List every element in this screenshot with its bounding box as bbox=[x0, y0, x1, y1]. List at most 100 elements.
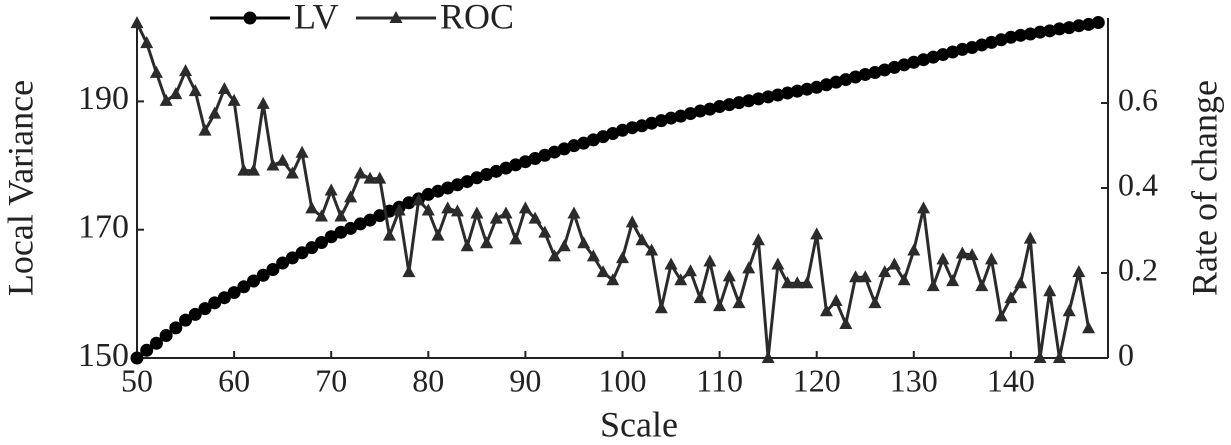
y-tick-label: 190 bbox=[78, 80, 129, 117]
triangle-marker bbox=[858, 270, 872, 283]
triangle-marker bbox=[771, 257, 785, 270]
triangle-marker bbox=[389, 11, 403, 23]
triangle-marker bbox=[499, 206, 513, 219]
triangle-marker bbox=[470, 206, 484, 219]
triangle-marker bbox=[751, 233, 765, 246]
triangle-marker bbox=[577, 236, 591, 249]
y2-tick-label: 0.4 bbox=[1118, 166, 1158, 202]
circle-marker bbox=[363, 213, 377, 227]
triangle-marker bbox=[722, 269, 736, 282]
x-tick-label: 130 bbox=[890, 362, 938, 398]
circle-marker bbox=[722, 98, 736, 112]
triangle-marker bbox=[140, 36, 154, 49]
circle-marker bbox=[1072, 19, 1086, 33]
circle-marker bbox=[227, 286, 241, 300]
circle-marker bbox=[1052, 22, 1066, 36]
triangle-marker bbox=[402, 265, 416, 278]
circle-marker bbox=[713, 100, 727, 114]
triangle-marker bbox=[256, 96, 270, 109]
triangle-marker bbox=[742, 261, 756, 274]
triangle-marker bbox=[227, 93, 241, 106]
triangle-marker bbox=[237, 163, 251, 176]
triangle-marker bbox=[450, 204, 464, 217]
triangle-marker bbox=[159, 93, 173, 106]
y-tick-label: 150 bbox=[78, 337, 129, 374]
circle-marker bbox=[208, 296, 222, 310]
circle-marker bbox=[159, 329, 173, 343]
triangle-marker bbox=[674, 273, 688, 286]
triangle-marker bbox=[548, 249, 562, 262]
circle-marker bbox=[664, 111, 678, 125]
triangle-marker bbox=[557, 239, 571, 252]
triangle-marker bbox=[829, 294, 843, 307]
triangle-marker bbox=[276, 153, 290, 166]
triangle-marker bbox=[1072, 265, 1086, 278]
circle-marker bbox=[1014, 28, 1028, 42]
triangle-marker bbox=[149, 65, 163, 78]
circle-marker bbox=[314, 236, 328, 250]
triangle-marker bbox=[664, 257, 678, 270]
triangle-marker bbox=[897, 273, 911, 286]
triangle-marker bbox=[431, 228, 445, 241]
circle-marker bbox=[169, 321, 183, 335]
triangle-marker bbox=[334, 209, 348, 222]
triangle-marker bbox=[1004, 291, 1018, 304]
x-tick-label: 100 bbox=[599, 362, 647, 398]
triangle-marker bbox=[654, 301, 668, 314]
circle-marker bbox=[1004, 30, 1018, 44]
triangle-marker bbox=[412, 193, 426, 206]
x-tick-label: 140 bbox=[987, 362, 1035, 398]
triangle-marker bbox=[314, 209, 328, 222]
circle-marker bbox=[305, 241, 319, 255]
circle-marker bbox=[140, 343, 154, 357]
circle-marker bbox=[1023, 27, 1037, 41]
triangle-marker bbox=[713, 299, 727, 312]
x-tick-label: 120 bbox=[793, 362, 841, 398]
triangle-marker bbox=[683, 264, 697, 277]
x-tick-label: 110 bbox=[696, 362, 743, 398]
triangle-marker bbox=[480, 236, 494, 249]
circle-marker bbox=[130, 351, 144, 365]
triangle-marker bbox=[198, 123, 212, 136]
triangle-marker bbox=[489, 211, 503, 224]
triangle-marker bbox=[528, 211, 542, 224]
circle-marker bbox=[693, 104, 707, 118]
y2-tick-label: 0.6 bbox=[1118, 81, 1158, 117]
triangle-marker bbox=[1023, 231, 1037, 244]
y2-tick-label: 0.2 bbox=[1118, 251, 1158, 287]
circle-marker bbox=[198, 302, 212, 316]
x-axis-label: Scale bbox=[600, 404, 678, 444]
triangle-marker bbox=[907, 243, 921, 256]
triangle-marker bbox=[1043, 284, 1057, 297]
circle-marker bbox=[243, 11, 257, 25]
triangle-marker bbox=[761, 351, 775, 363]
triangle-marker bbox=[567, 206, 581, 219]
circle-marker bbox=[295, 246, 309, 260]
triangle-marker bbox=[208, 106, 222, 119]
triangle-marker bbox=[703, 254, 717, 267]
circle-marker bbox=[217, 291, 231, 305]
circle-marker bbox=[751, 92, 765, 106]
circle-marker bbox=[373, 209, 387, 223]
circle-marker bbox=[266, 262, 280, 276]
triangle-marker bbox=[887, 257, 901, 270]
legend-label: ROC bbox=[440, 0, 514, 36]
triangle-marker bbox=[965, 248, 979, 261]
triangle-marker bbox=[984, 252, 998, 265]
triangle-marker bbox=[732, 296, 746, 309]
triangle-marker bbox=[188, 84, 202, 97]
triangle-marker bbox=[955, 246, 969, 259]
circle-marker bbox=[625, 121, 639, 135]
triangle-marker bbox=[616, 251, 629, 264]
triangle-marker bbox=[392, 203, 406, 216]
circle-marker bbox=[742, 94, 756, 108]
circle-marker bbox=[858, 67, 872, 81]
circle-marker bbox=[790, 84, 804, 98]
triangle-marker bbox=[285, 166, 299, 179]
triangle-marker bbox=[810, 227, 824, 240]
triangle-marker bbox=[344, 190, 358, 203]
triangle-marker bbox=[606, 273, 620, 286]
triangle-marker bbox=[839, 317, 853, 329]
circle-marker bbox=[732, 96, 746, 110]
triangle-marker bbox=[247, 163, 261, 176]
